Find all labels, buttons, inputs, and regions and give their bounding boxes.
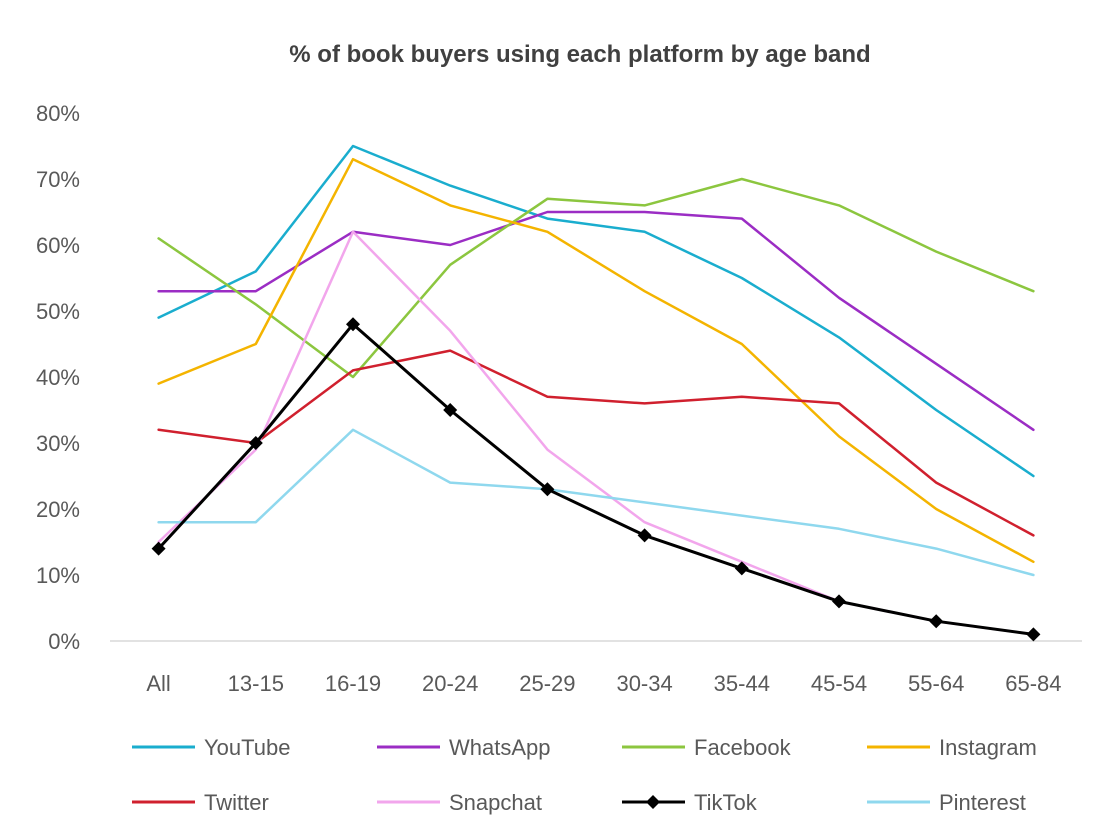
series-line-twitter — [157, 349, 1035, 537]
legend-item-whatsapp: WhatsApp — [377, 735, 551, 760]
x-tick-label: All — [146, 671, 170, 696]
legend-item-youtube: YouTube — [132, 735, 290, 760]
y-axis-tick-labels: 0% 10% 20% 30% 40% 50% 60% 70% 80% — [36, 101, 80, 654]
legend-label-snapchat: Snapchat — [449, 790, 542, 815]
x-tick-label: 55-64 — [908, 671, 964, 696]
data-point-tiktok — [929, 614, 944, 629]
legend-item-pinterest: Pinterest — [867, 790, 1026, 815]
y-tick-label: 40% — [36, 365, 80, 390]
y-tick-label: 80% — [36, 101, 80, 126]
x-tick-label: 65-84 — [1005, 671, 1061, 696]
legend-label-youtube: YouTube — [204, 735, 290, 760]
legend-label-pinterest: Pinterest — [939, 790, 1026, 815]
y-tick-label: 10% — [36, 563, 80, 588]
x-tick-label: 20-24 — [422, 671, 478, 696]
y-tick-label: 50% — [36, 299, 80, 324]
legend-item-instagram: Instagram — [867, 735, 1037, 760]
data-point-tiktok — [1026, 627, 1041, 642]
series-lines — [151, 144, 1041, 642]
x-tick-label: 45-54 — [811, 671, 867, 696]
data-point-tiktok — [540, 482, 555, 497]
legend-label-tiktok: TikTok — [694, 790, 758, 815]
series-line-youtube — [157, 144, 1035, 478]
x-axis-tick-labels: All 13-15 16-19 20-24 25-29 30-34 35-44 45-54 55… — [146, 671, 1061, 696]
series-line-tiktok — [157, 322, 1035, 636]
y-tick-label: 20% — [36, 497, 80, 522]
series-line-whatsapp — [157, 210, 1035, 432]
legend-item-facebook: Facebook — [622, 735, 792, 760]
data-point-tiktok — [443, 403, 458, 417]
y-tick-label: 30% — [36, 431, 80, 456]
chart-title: % of book buyers using each platform by … — [289, 41, 870, 68]
legend-label-whatsapp: WhatsApp — [449, 735, 551, 760]
series-line-instagram — [157, 157, 1035, 564]
data-point-tiktok — [637, 528, 652, 543]
data-point-tiktok — [248, 436, 263, 450]
data-point-tiktok — [832, 594, 846, 609]
x-tick-label: 16-19 — [325, 671, 381, 696]
series-line-pinterest — [157, 428, 1035, 577]
y-tick-label: 0% — [48, 629, 80, 654]
legend-marker-tiktok — [646, 795, 660, 809]
series-line-snapchat — [157, 230, 1035, 636]
data-point-tiktok — [151, 541, 166, 556]
legend-item-tiktok: TikTok — [622, 790, 758, 815]
legend: YouTube WhatsApp Facebook Instagram Twitter S… — [132, 735, 1037, 815]
x-tick-label: 25-29 — [519, 671, 575, 696]
legend-label-twitter: Twitter — [204, 790, 269, 815]
legend-label-facebook: Facebook — [694, 735, 792, 760]
data-point-tiktok — [734, 561, 749, 576]
legend-item-twitter: Twitter — [132, 790, 269, 815]
x-tick-label: 30-34 — [616, 671, 672, 696]
legend-item-snapchat: Snapchat — [377, 790, 542, 815]
y-tick-label: 60% — [36, 233, 80, 258]
x-tick-label: 35-44 — [714, 671, 770, 696]
data-point-tiktok — [346, 317, 360, 332]
legend-label-instagram: Instagram — [939, 735, 1037, 760]
y-tick-label: 70% — [36, 167, 80, 192]
x-tick-label: 13-15 — [228, 671, 284, 696]
